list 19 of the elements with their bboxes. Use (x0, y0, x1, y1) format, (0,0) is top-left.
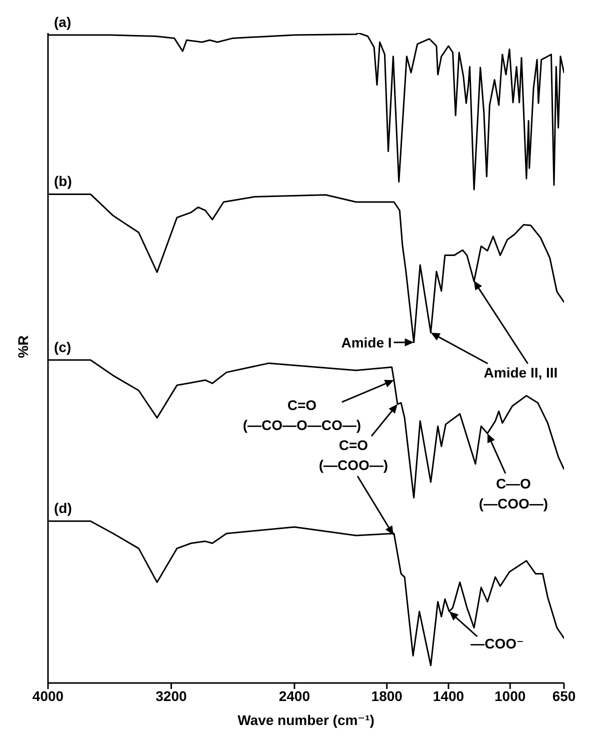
y-axis-title: %R (14, 335, 31, 358)
x-tick-label: 650 (552, 688, 576, 704)
x-tick-label: 1000 (494, 688, 526, 704)
annotation: C=O (—COO—) (318, 437, 388, 474)
x-tick-label: 4000 (32, 688, 64, 704)
series-label: (c) (54, 338, 72, 355)
x-tick-label: 1400 (432, 688, 464, 704)
series-label: (d) (54, 500, 72, 516)
series-label: (b) (54, 173, 72, 190)
x-tick-label: 2400 (278, 688, 310, 704)
x-tick-label: 3200 (156, 688, 188, 704)
x-tick-label: 1800 (371, 688, 403, 704)
annotation: —COO⁻ (470, 636, 524, 652)
annotation: Amide II, III (484, 364, 558, 381)
series-label: (a) (54, 14, 72, 30)
x-axis-title: Wave number (cm⁻¹) (238, 712, 374, 728)
annotation: C=O (—CO—O—CO—) (242, 397, 362, 434)
annotation: C—O (—COO—) (478, 475, 548, 512)
annotation: Amide I (341, 334, 392, 350)
